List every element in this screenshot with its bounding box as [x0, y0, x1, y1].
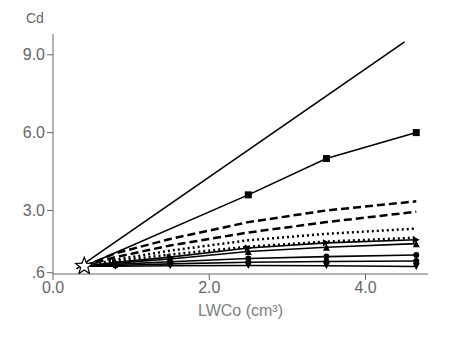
svg-text:.6: .6 — [32, 264, 45, 281]
svg-text:6.0: 6.0 — [23, 124, 45, 141]
svg-text:2.0: 2.0 — [198, 279, 220, 296]
svg-text:9.0: 9.0 — [23, 46, 45, 63]
svg-text:LWCo (cm³): LWCo (cm³) — [198, 302, 283, 319]
svg-text:3.0: 3.0 — [23, 202, 45, 219]
html-text:Cd: Cd — [26, 10, 44, 26]
svg-text:0.0: 0.0 — [42, 279, 64, 296]
svg-text:4.0: 4.0 — [354, 279, 376, 296]
